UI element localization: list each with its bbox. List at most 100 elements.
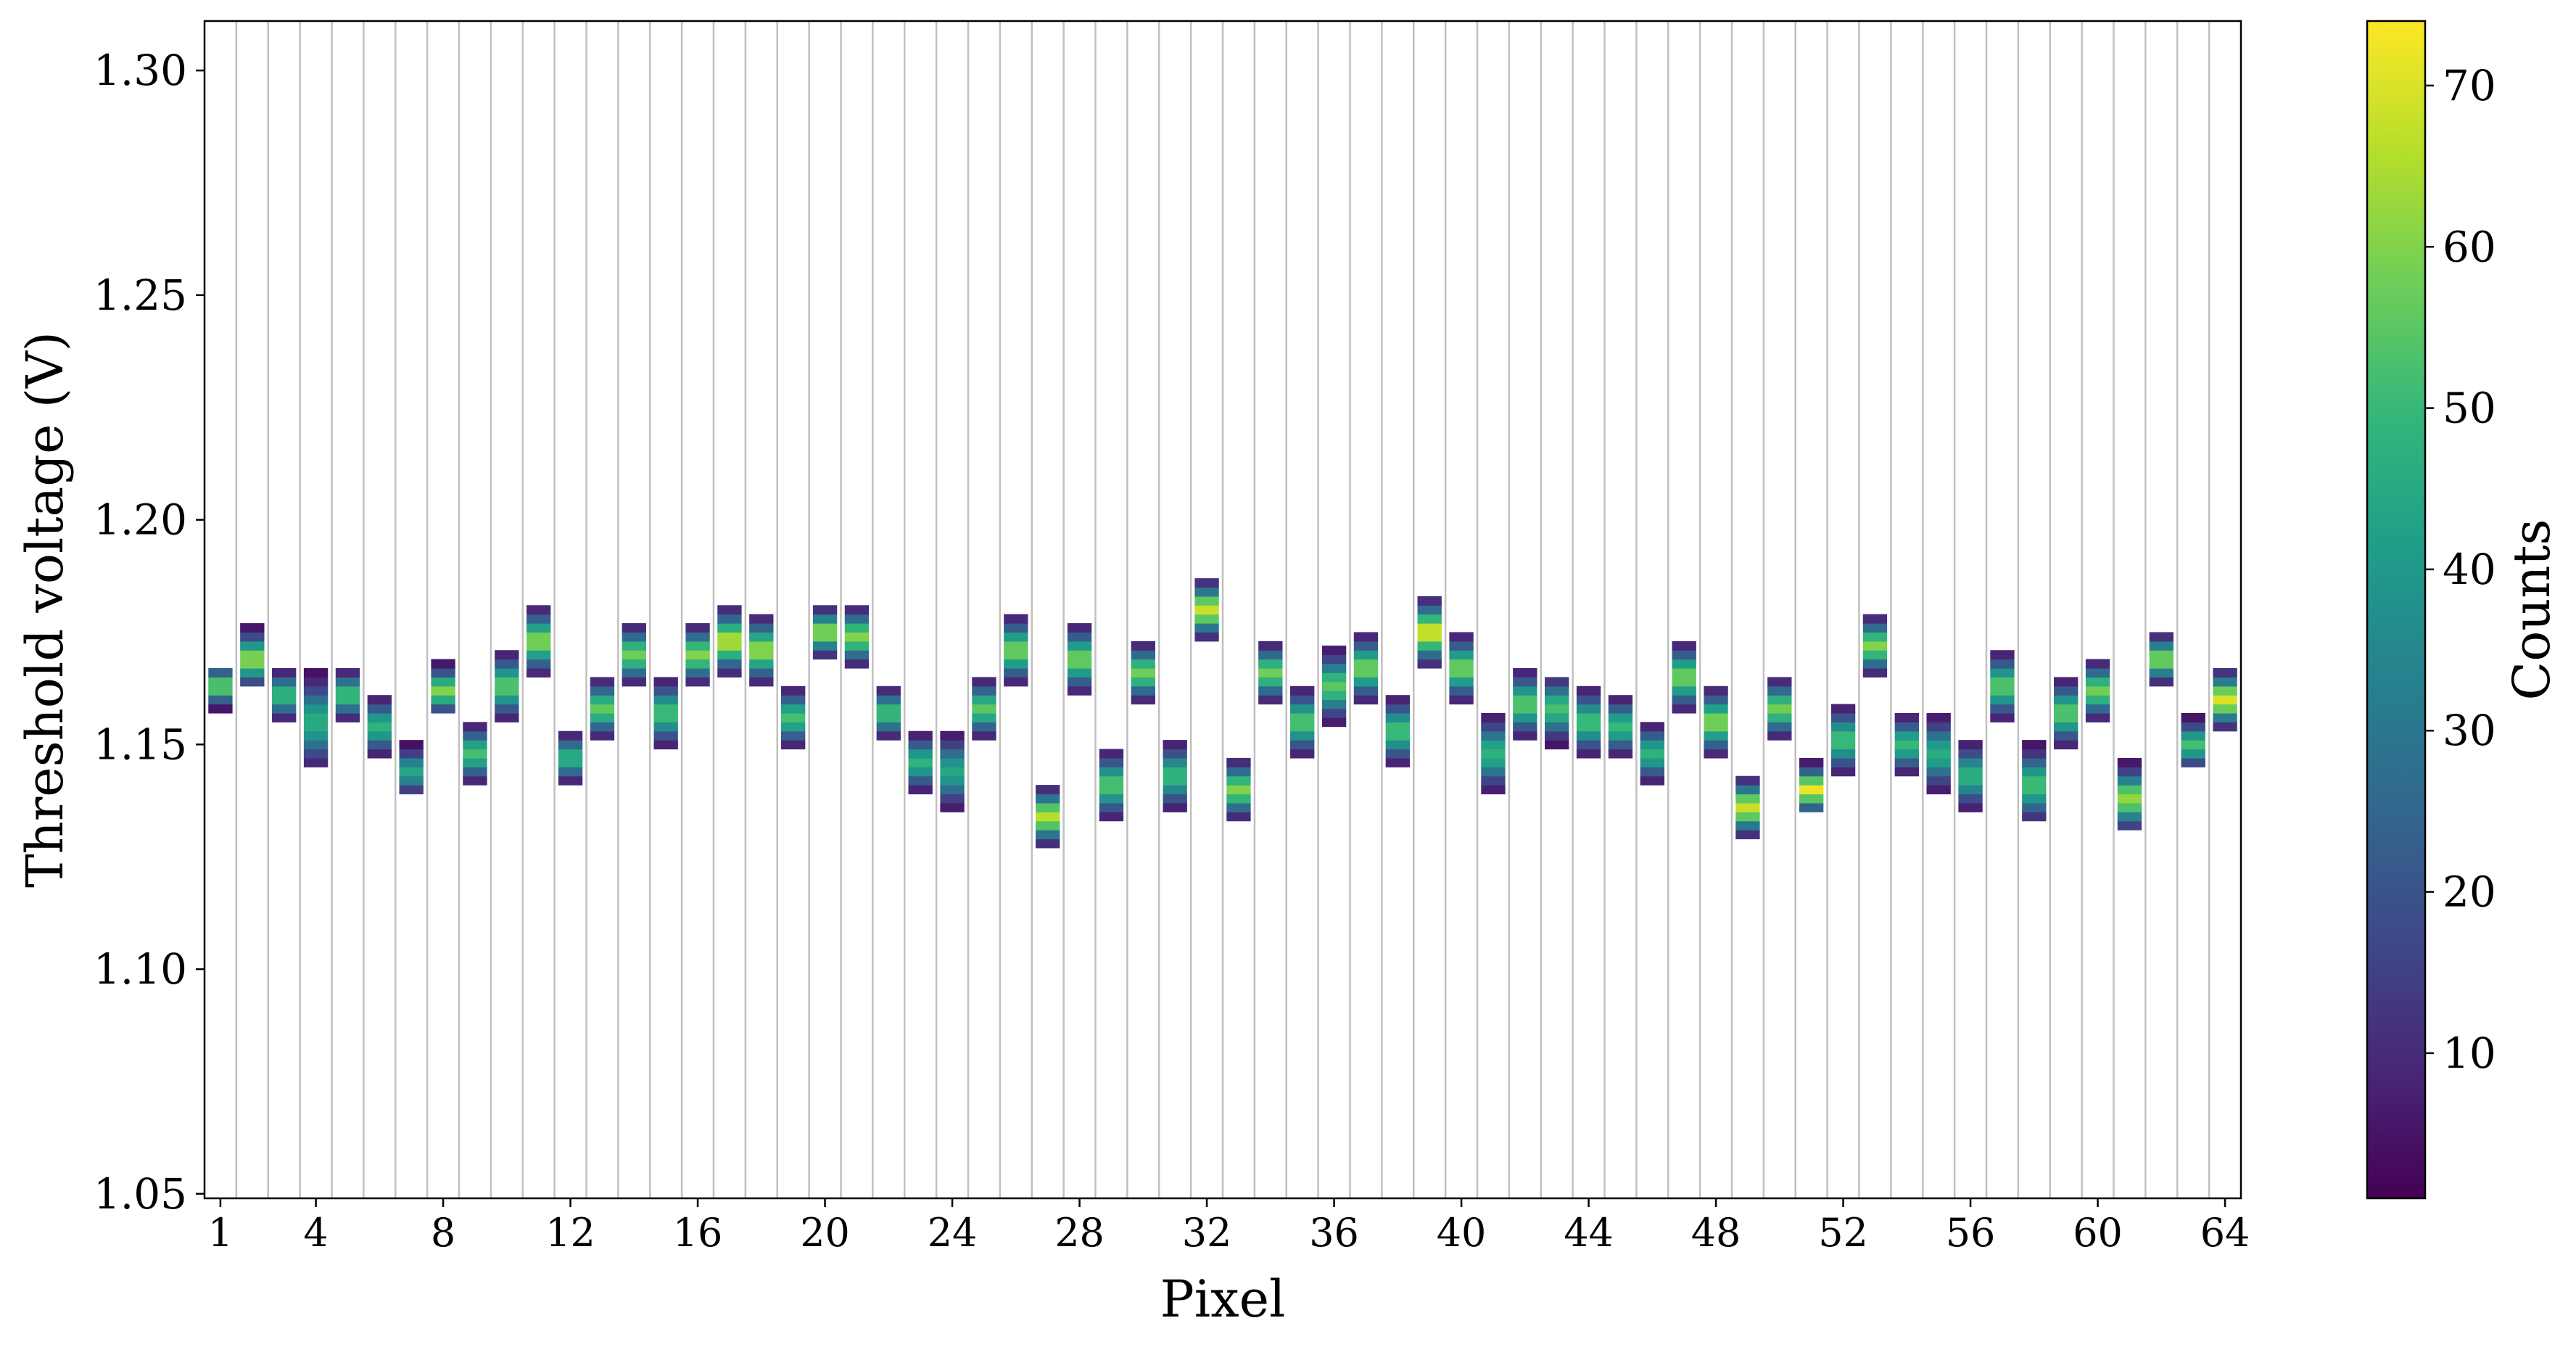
heatmap-bin: [335, 704, 360, 714]
heatmap-bin: [1767, 704, 1792, 714]
heatmap-bin: [781, 740, 806, 750]
heatmap-bin: [1958, 802, 1983, 812]
heatmap-bin: [1704, 740, 1728, 750]
heatmap-bin: [1194, 596, 1219, 606]
heatmap-bin: [653, 677, 678, 687]
heatmap-bin: [781, 685, 806, 696]
heatmap-bin: [2085, 659, 2110, 669]
heatmap-bin: [1417, 614, 1442, 624]
y-tick-label: 1.25: [94, 271, 187, 320]
heatmap-bin: [1830, 740, 1856, 750]
heatmap-bin: [2054, 685, 2078, 696]
heatmap-bin: [2213, 677, 2237, 687]
heatmap-bin: [1099, 785, 1124, 795]
colorbar-tick-label: 40: [2443, 545, 2496, 594]
heatmap-bin: [1704, 712, 1728, 722]
heatmap-bin: [272, 712, 297, 722]
heatmap-bin: [2054, 677, 2078, 687]
heatmap-bin: [240, 640, 265, 651]
heatmap-bin: [1194, 623, 1219, 633]
heatmap-bin: [272, 695, 297, 705]
heatmap-bin: [303, 730, 329, 741]
heatmap-bin: [2213, 685, 2237, 696]
heatmap-bin: [1004, 614, 1028, 624]
heatmap-bin: [2117, 820, 2142, 831]
heatmap-bin: [1226, 785, 1251, 795]
heatmap-bin: [1163, 785, 1187, 795]
heatmap-bin: [1449, 685, 1474, 696]
heatmap-bin: [399, 757, 424, 767]
heatmap-bin: [1958, 775, 1983, 786]
heatmap-bin: [940, 802, 965, 812]
heatmap-bin: [1545, 730, 1569, 741]
heatmap-bin: [1417, 640, 1442, 651]
heatmap-bin: [558, 749, 583, 759]
heatmap-bin: [1385, 704, 1410, 714]
heatmap-bin: [972, 704, 996, 714]
heatmap-bin: [1640, 749, 1664, 759]
heatmap-bin: [1672, 677, 1696, 687]
heatmap-bin: [1704, 695, 1728, 705]
heatmap-bin: [1513, 704, 1537, 714]
heatmap-bin: [1163, 767, 1187, 777]
heatmap-bin: [2117, 767, 2142, 777]
heatmap-bin: [399, 785, 424, 795]
heatmap-bin: [272, 677, 297, 687]
grid-lines: [235, 21, 2210, 1198]
heatmap-bin: [1862, 623, 1888, 633]
colorbar-tick-label: 10: [2443, 1029, 2496, 1078]
heatmap-bin: [527, 659, 551, 669]
heatmap-bin: [1672, 695, 1696, 705]
heatmap-bin: [2117, 794, 2142, 804]
heatmap-bin: [1417, 632, 1442, 642]
heatmap-bin: [2022, 767, 2047, 777]
heatmap-bin: [1704, 704, 1728, 714]
x-tick-label: 44: [1564, 1210, 1614, 1256]
x-tick-label: 48: [1691, 1210, 1741, 1256]
heatmap-bin: [940, 730, 965, 741]
heatmap-bin: [1704, 722, 1728, 732]
heatmap-bin: [653, 722, 678, 732]
heatmap-bin: [1735, 820, 1760, 831]
heatmap-bin: [1990, 659, 2015, 669]
heatmap-bin: [1353, 650, 1379, 660]
heatmap-bin: [1067, 650, 1092, 660]
heatmap-bin: [1481, 757, 1506, 767]
heatmap-bin: [527, 623, 551, 633]
heatmap-bin: [1258, 640, 1283, 651]
heatmap-bin: [208, 668, 233, 678]
heatmap-bin: [367, 730, 392, 741]
heatmap-bin: [527, 605, 551, 615]
heatmap-bin: [1449, 650, 1474, 660]
heatmap-bin: [1672, 704, 1696, 714]
heatmap-bin: [1131, 640, 1155, 651]
heatmap-bin: [495, 712, 519, 722]
heatmap-bin: [653, 704, 678, 714]
heatmap-bin: [972, 730, 996, 741]
heatmap-bin: [1163, 802, 1187, 812]
heatmap-bin: [2117, 775, 2142, 786]
heatmap-bin: [2181, 722, 2205, 732]
colorbar-tick-label: 60: [2443, 222, 2496, 271]
heatmap-bin: [1131, 677, 1155, 687]
heatmap-bin: [2022, 740, 2047, 750]
heatmap-bin: [1894, 730, 1919, 741]
heatmap-bin: [1226, 757, 1251, 767]
heatmap-bin: [1258, 685, 1283, 696]
heatmap-bin: [1067, 659, 1092, 669]
heatmap-bin: [685, 640, 710, 651]
heatmap-bin: [527, 650, 551, 660]
heatmap-bin: [1099, 802, 1124, 812]
heatmap-bin: [1513, 668, 1537, 678]
heatmap-bin: [1353, 685, 1379, 696]
heatmap-bin: [1067, 685, 1092, 696]
heatmap-bin: [1608, 722, 1633, 732]
heatmap-bin: [1036, 830, 1060, 840]
heatmap-bin: [1449, 632, 1474, 642]
heatmap-bin: [1290, 722, 1315, 732]
heatmap-bin: [1990, 685, 2015, 696]
heatmap-bin: [1894, 767, 1919, 777]
heatmap-bin: [558, 767, 583, 777]
heatmap-bin: [208, 685, 233, 696]
heatmap-bin: [1099, 767, 1124, 777]
